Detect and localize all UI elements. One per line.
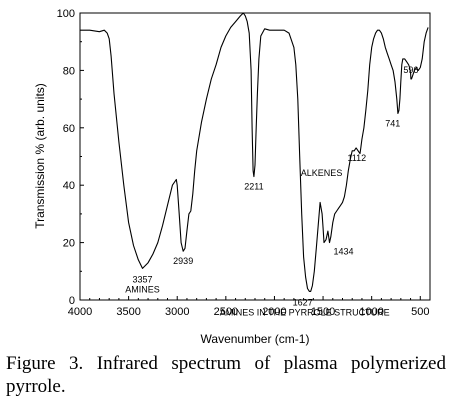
x-tick-label: 2500 [214, 306, 238, 318]
x-tick-label: 4000 [68, 306, 92, 318]
x-tick-label: 2000 [262, 306, 286, 318]
spectrum-series-line [80, 12, 429, 292]
y-tick-label: 100 [57, 8, 75, 20]
y-tick-label: 60 [63, 123, 75, 135]
y-tick-label: 0 [69, 295, 75, 307]
y-tick-label: 40 [63, 180, 75, 192]
y-axis: 0 20 40 60 80 100 [57, 8, 84, 307]
peak-label: 2211 [244, 182, 263, 192]
y-tick-label: 80 [63, 65, 75, 77]
peak-label: 3357 [132, 274, 152, 284]
peak-label: 596 [403, 65, 418, 75]
peak-label: AMINES IN THE PYRROLE STRUCTURE [220, 307, 390, 317]
peak-label: 741 [385, 118, 400, 128]
peak-label: AMINES [125, 284, 160, 294]
x-axis-label: Wavenumber (cm-1) [201, 332, 310, 346]
x-axis: 4000 3500 3000 2500 2000 1500 1000 500 [68, 296, 431, 318]
ir-spectrum-chart: 4000 3500 3000 2500 2000 1500 1000 500 0 20 40 60 8… [33, 8, 431, 346]
x-tick-label: 1500 [311, 306, 335, 318]
peak-label: 2939 [173, 256, 193, 266]
figure-caption: Figure 3. Infrared spectrum of plasma po… [6, 353, 446, 397]
peak-label: 1434 [333, 247, 353, 257]
peak-label: 1627 [293, 297, 313, 307]
x-tick-label: 3000 [165, 306, 189, 318]
x-tick-label: 3500 [116, 306, 140, 318]
x-tick-label: 500 [411, 306, 429, 318]
peak-label: ALKENES [301, 168, 343, 178]
peak-label: 1112 [347, 153, 366, 163]
y-axis-label: Transmission % (arb. units) [33, 83, 47, 229]
y-tick-label: 20 [63, 238, 75, 250]
x-tick-label: 1000 [359, 306, 383, 318]
